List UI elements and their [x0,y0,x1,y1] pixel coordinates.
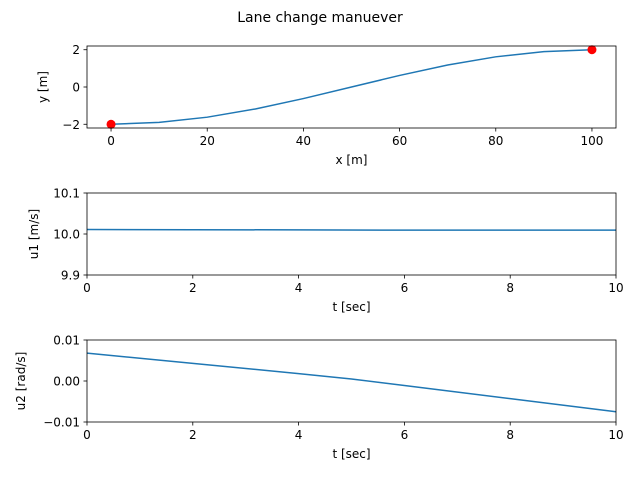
subplot-3-x-axis-label: t [sec] [332,447,370,461]
subplot-3-axes-frame [86,339,617,423]
subplot-1-y-tick-label: −2 [62,118,80,132]
subplot-1-x-tick-label: 20 [200,134,215,148]
subplot-3-y-tick-label: 0.00 [53,375,80,389]
subplot-3: 0 2 4 6 8 10 −0.01 0.00 0.01 t [sec] u2 [rad/s] [14,334,624,462]
subplot-2: 0 2 4 6 8 10 9.9 10.0 10.1 t [sec] u1 [m/s] [27,187,624,315]
subplot-3-x-tick-label: 6 [401,428,409,442]
subplot-2-y-tick-label: 10.1 [53,187,80,201]
subplot-2-axes-frame [86,192,617,276]
figure-title: Lane change manuever [237,10,403,26]
subplot-1-x-tick-label: 80 [488,134,503,148]
subplot-2-x-tick-label: 4 [295,281,303,295]
subplot-1-marker-start [106,119,116,129]
subplot-2-y-tick-label: 9.9 [61,269,80,283]
subplot-1-y-tick-label: 0 [72,81,80,95]
subplot-3-x-tick-label: 8 [506,428,514,442]
subplot-2-x-tick-label: 0 [83,281,91,295]
subplot-1-marker-end [587,45,597,55]
subplot-1-y-tick-label: 2 [72,43,80,57]
subplot-1-series-line [111,48,592,126]
subplot-1-x-tick-label: 0 [107,134,115,148]
subplot-3-x-tick-label: 0 [83,428,91,442]
subplot-2-x-tick-label: 8 [506,281,514,295]
subplot-3-x-tick-label: 2 [189,428,197,442]
subplot-2-y-axis-label: u1 [m/s] [27,209,41,259]
subplot-1-y-axis-label: y [m] [36,71,50,103]
subplot-3-y-tick-label: −0.01 [43,416,80,430]
subplot-3-y-axis-label: u2 [rad/s] [14,352,28,411]
subplot-1-x-tick-label: 100 [581,134,604,148]
subplot-1: 0 20 40 60 80 100 −2 0 2 x [m] y [m] [36,43,617,167]
subplot-2-series-line [86,228,616,231]
subplot-1-x-tick-label: 40 [296,134,311,148]
subplot-2-y-tick-label: 10.0 [53,228,80,242]
subplot-1-x-axis-label: x [m] [336,153,368,167]
subplot-1-x-tick-label: 60 [392,134,407,148]
subplot-2-x-tick-label: 6 [401,281,409,295]
subplot-3-x-tick-label: 10 [608,428,623,442]
subplot-2-x-tick-label: 10 [608,281,623,295]
subplot-2-x-tick-label: 2 [189,281,197,295]
subplot-3-x-tick-label: 4 [295,428,303,442]
subplot-3-y-tick-label: 0.01 [53,334,80,348]
subplot-3-series-line [86,352,617,413]
subplot-2-x-axis-label: t [sec] [332,300,370,314]
